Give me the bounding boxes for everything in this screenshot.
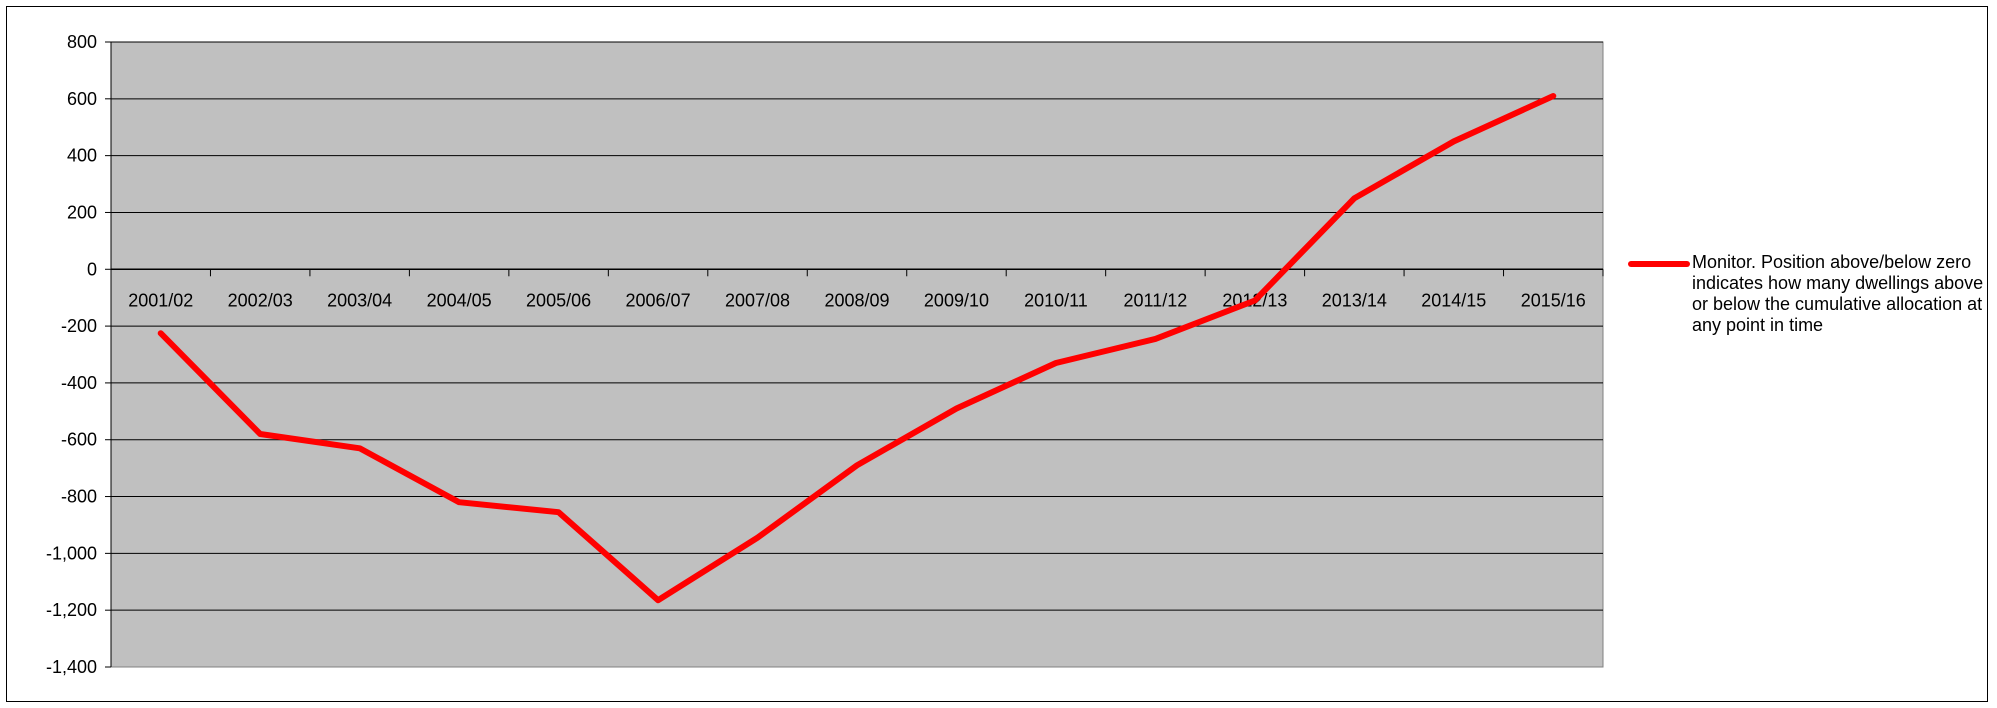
x-tick-label: 2007/08 — [725, 290, 790, 310]
x-tick-label: 2005/06 — [526, 290, 591, 310]
series-line — [157, 93, 1557, 604]
y-axis: 800 600 400 200 0 -200 -400 -600 -800 -1,000 -1,20… — [46, 32, 112, 677]
y-tick-label: -1,000 — [46, 543, 97, 563]
y-tick-label: 400 — [67, 146, 97, 166]
y-tick-label: -800 — [61, 487, 97, 507]
x-tick-label: 2010/11 — [1024, 290, 1088, 310]
y-tick-label: 800 — [67, 32, 97, 52]
y-tick-label: -200 — [61, 316, 97, 336]
legend-swatch — [1628, 261, 1690, 267]
x-tick-label: 2011/12 — [1124, 290, 1188, 310]
y-tick-label: 0 — [87, 259, 97, 279]
x-tick-label: 2015/16 — [1521, 290, 1586, 310]
x-tick-label: 2003/04 — [327, 290, 392, 310]
plot-area — [110, 41, 1604, 668]
x-tick-label: 2014/15 — [1421, 290, 1486, 310]
gridlines — [111, 41, 1603, 611]
x-axis: 2001/02 2002/03 2003/04 2004/05 2005/06 2006/… — [110, 268, 1604, 310]
y-tick-label: -400 — [61, 373, 97, 393]
y-tick-label: -1,400 — [46, 657, 97, 677]
x-tick-label: 2009/10 — [924, 290, 989, 310]
x-tick-label: 2008/09 — [824, 290, 889, 310]
y-tick-label: 600 — [67, 89, 97, 109]
y-tick-label: -600 — [61, 430, 97, 450]
x-tick-label: 2002/03 — [228, 290, 293, 310]
x-tick-label: 2004/05 — [427, 290, 492, 310]
legend-label: Monitor. Position above/below zero indic… — [1692, 252, 1984, 335]
x-tick-label: 2006/07 — [626, 290, 691, 310]
y-tick-label: 200 — [67, 202, 97, 222]
x-tick-label: 2013/14 — [1322, 290, 1387, 310]
series-layer — [157, 93, 1557, 604]
x-tick-label: 2001/02 — [128, 290, 193, 310]
y-tick-label: -1,200 — [46, 600, 97, 620]
